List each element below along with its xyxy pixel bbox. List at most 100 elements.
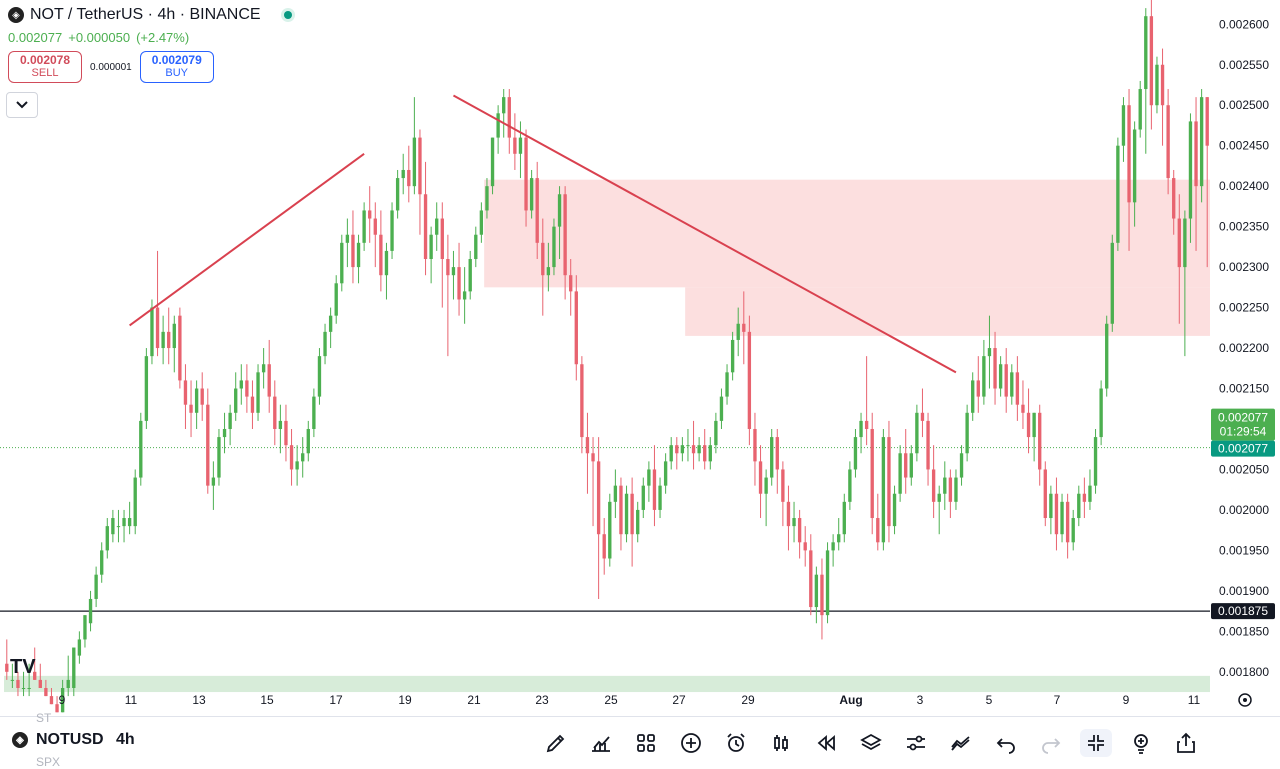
candle-body: [730, 339, 735, 373]
candle: [390, 202, 394, 260]
candle-body: [663, 461, 668, 486]
candle-body: [870, 428, 874, 519]
candle-body: [435, 218, 439, 235]
candle: [1172, 169, 1176, 235]
candle: [898, 445, 902, 502]
lightbulb-button[interactable]: [1125, 729, 1157, 757]
candle: [1038, 404, 1042, 486]
candle-body: [1149, 16, 1154, 106]
collapse-icon: [1088, 735, 1104, 751]
candle: [1132, 121, 1137, 227]
indicators-button[interactable]: [585, 729, 617, 757]
buy-button[interactable]: 0.002079 BUY: [139, 51, 214, 83]
candle: [485, 178, 489, 219]
timeframe-selector[interactable]: 4h: [116, 731, 135, 748]
zone-2: [4, 675, 1210, 693]
rewind-button[interactable]: [810, 729, 842, 757]
candle-body: [256, 372, 260, 413]
candle: [881, 428, 886, 551]
sell-button[interactable]: 0.002078 SELL: [8, 51, 82, 83]
candle-body: [825, 550, 830, 616]
candle-body: [390, 210, 394, 251]
candle-body: [848, 469, 852, 502]
candle-body: [105, 526, 109, 551]
candle: [490, 137, 495, 195]
grid-button[interactable]: [630, 729, 662, 757]
candle: [16, 671, 20, 697]
candle: [1177, 194, 1181, 324]
candle: [814, 566, 819, 624]
settings-button[interactable]: [900, 729, 932, 757]
candle-body: [100, 550, 104, 575]
candle: [943, 461, 947, 510]
candle: [524, 129, 528, 227]
chart-title[interactable]: NOT / TetherUS · 4h · BINANCE: [30, 6, 261, 23]
candle-body: [116, 526, 121, 528]
candle-body: [864, 420, 869, 429]
candle: [211, 461, 216, 510]
candle: [245, 364, 249, 413]
candle: [1060, 493, 1064, 543]
candle: [83, 615, 87, 648]
candle-body: [139, 420, 143, 478]
candle: [563, 186, 567, 300]
candle: [49, 688, 54, 705]
x-tick-label: 9: [1123, 693, 1130, 707]
buy-price: 0.002079: [151, 53, 202, 67]
candle: [1026, 388, 1031, 454]
candle-body: [1199, 97, 1204, 187]
candle: [725, 364, 729, 405]
candle-body: [920, 412, 925, 421]
legend-collapse-button[interactable]: [6, 92, 38, 118]
y-tick-label: 0.002450: [1219, 139, 1269, 153]
candle-body: [273, 396, 277, 429]
undo-button[interactable]: [990, 729, 1022, 757]
candle: [116, 509, 121, 543]
candle-body: [127, 518, 132, 527]
candle-body: [1138, 89, 1142, 130]
candle: [781, 461, 785, 527]
pencil-button[interactable]: [540, 729, 572, 757]
x-tick-label: 3: [917, 693, 924, 707]
candle-body: [10, 679, 15, 681]
candle: [1121, 97, 1126, 162]
trendline-1: [452, 94, 957, 374]
alarm-button[interactable]: [720, 729, 752, 757]
add-button[interactable]: [675, 729, 707, 757]
candle-body: [440, 218, 444, 260]
candle: [451, 250, 456, 300]
indicators-icon: [592, 736, 610, 752]
coin-icon: ◈: [12, 732, 28, 748]
candle: [1205, 97, 1209, 268]
candle-body: [189, 404, 193, 413]
candle-body: [596, 461, 601, 535]
collapse-button[interactable]: [1080, 729, 1112, 757]
layers-button[interactable]: [855, 729, 887, 757]
candle: [529, 169, 534, 219]
candle-body: [312, 396, 316, 429]
candle: [1049, 485, 1053, 535]
share-button[interactable]: [1170, 729, 1202, 757]
candles-button[interactable]: [765, 729, 797, 757]
candle-body: [38, 679, 42, 688]
candle-body: [167, 331, 171, 349]
y-tick-label: 0.002200: [1219, 341, 1269, 355]
candle: [792, 501, 796, 543]
candle-body: [904, 453, 908, 478]
candle-body: [133, 477, 137, 527]
candle: [122, 509, 126, 543]
lines-button[interactable]: [945, 729, 977, 757]
candle: [775, 428, 779, 494]
candle: [1071, 509, 1075, 551]
candle: [998, 356, 1003, 397]
ghost-symbol-bottom: SPX: [36, 755, 61, 769]
candle-body: [261, 364, 266, 373]
candle-body: [552, 226, 556, 268]
candle-body: [563, 194, 567, 276]
bid-price-label: 0.002077: [1218, 442, 1268, 456]
candle: [507, 89, 511, 154]
symbol-selector[interactable]: ◈ NOTUSD: [12, 731, 104, 749]
redo-icon: [1042, 738, 1061, 754]
candle: [937, 485, 941, 535]
